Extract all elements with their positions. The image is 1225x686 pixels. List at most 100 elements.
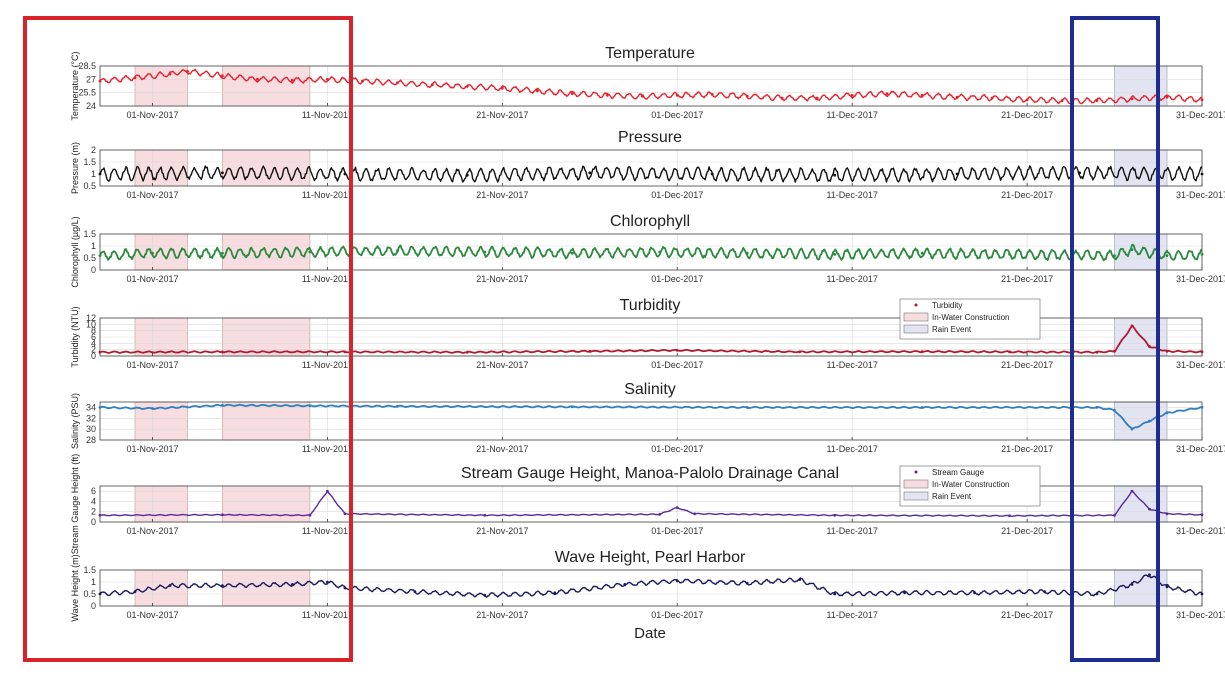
data-point	[1113, 513, 1116, 517]
data-point	[1130, 324, 1134, 328]
data-point	[221, 171, 224, 175]
x-tick-label: 21-Nov-2017	[476, 526, 528, 536]
x-tick-label: 11-Nov-2017	[302, 526, 353, 536]
data-point	[396, 249, 399, 253]
x-tick-label: 11-Dec-2017	[826, 526, 877, 536]
data-point	[98, 350, 102, 354]
y-axis-title: Chlorophyll (µg/L)	[70, 216, 80, 287]
construction-span	[134, 569, 188, 607]
data-point	[745, 251, 749, 255]
data-point	[798, 350, 802, 354]
legend-label: In-Water Construction	[932, 313, 1010, 322]
y-tick-label: 0	[91, 517, 96, 527]
x-tick-label: 21-Nov-2017	[476, 360, 528, 370]
data-point	[326, 489, 329, 493]
axes-box	[99, 401, 1203, 441]
data-series-line	[99, 243, 1203, 262]
data-point	[1130, 583, 1134, 586]
axes-box	[99, 149, 1203, 187]
y-tick-label: 1.5	[83, 229, 96, 239]
data-point	[465, 173, 469, 177]
data-point	[973, 591, 976, 595]
chart-panel-7: Wave Height, Pearl Harbor 0 0.5 1 1.5 01-Nov-…	[70, 549, 1225, 622]
data-point	[133, 590, 137, 593]
data-point	[798, 578, 802, 581]
axes-box	[99, 569, 1203, 607]
data-point	[151, 251, 154, 255]
data-point	[308, 250, 312, 254]
data-point	[396, 404, 399, 408]
data-point	[1130, 427, 1134, 431]
x-tick-label: 21-Nov-2017	[476, 610, 528, 620]
data-point	[588, 349, 592, 353]
data-point	[1165, 349, 1169, 353]
chart-panel-3: Chlorophyll 0 0.5 1 1.5 01-Nov-2017 11-Nov-201…	[70, 213, 1225, 288]
chart-panel-6: Stream Gauge Height, Manoa-Palolo Draina…	[70, 454, 1225, 555]
data-point	[430, 83, 434, 87]
chart-title: Stream Gauge Height, Manoa-Palolo Draina…	[461, 465, 839, 482]
data-point	[308, 404, 312, 408]
y-tick-label: 24	[86, 101, 96, 111]
legend-label: In-Water Construction	[932, 480, 1010, 489]
y-tick-label: 30	[86, 424, 96, 434]
highlight-box-left	[23, 16, 353, 662]
data-point	[343, 586, 347, 590]
y-tick-label: 0.5	[83, 181, 96, 191]
data-point	[308, 513, 312, 517]
data-point	[1165, 585, 1169, 589]
data-point	[221, 584, 224, 587]
data-point	[1148, 507, 1151, 511]
y-tick-label: 0.5	[83, 253, 96, 263]
x-tick-label: 11-Dec-2017	[826, 274, 877, 284]
data-point	[221, 251, 224, 255]
data-point	[535, 89, 539, 93]
y-axis-title: Pressure (m)	[70, 142, 80, 194]
legend-swatch	[903, 491, 929, 501]
data-point	[1165, 411, 1169, 415]
x-tick-label: 11-Dec-2017	[826, 110, 877, 120]
x-tick-label: 31-Dec-2017	[1176, 610, 1225, 620]
data-point	[483, 250, 487, 254]
data-point	[256, 77, 259, 81]
x-tick-label: 01-Nov-2017	[126, 274, 178, 284]
data-point	[98, 592, 102, 596]
data-point	[1130, 97, 1134, 101]
data-series-line	[99, 68, 1203, 105]
x-tick-label: 21-Nov-2017	[476, 444, 528, 454]
x-tick-label: 31-Dec-2017	[1176, 110, 1225, 120]
data-point	[745, 406, 749, 409]
y-axis-title: Stream Gauge Height (ft)	[70, 454, 80, 555]
data-point	[1008, 514, 1011, 518]
data-point	[291, 78, 294, 82]
data-point	[833, 253, 837, 256]
data-point	[955, 95, 959, 99]
construction-span	[222, 65, 311, 107]
x-tick-label: 11-Nov-2017	[302, 110, 353, 120]
data-point	[1200, 592, 1204, 596]
x-tick-label: 11-Dec-2017	[826, 360, 877, 370]
y-tick-label: 0	[91, 601, 96, 611]
data-point	[1165, 254, 1169, 257]
axes-box	[99, 485, 1203, 523]
data-point	[1078, 171, 1081, 175]
y-tick-label: 27	[86, 74, 96, 84]
data-point	[361, 79, 364, 83]
y-tick-label: 1	[91, 169, 96, 179]
axes-box	[99, 317, 1203, 357]
legend-swatch	[903, 312, 929, 322]
x-tick-label: 01-Nov-2017	[126, 110, 178, 120]
data-series-line	[100, 490, 1203, 517]
x-tick-label: 21-Nov-2017	[476, 190, 528, 200]
y-tick-label: 34	[86, 402, 96, 412]
x-tick-label: 11-Dec-2017	[826, 444, 877, 454]
data-point	[1060, 99, 1064, 103]
data-point	[710, 93, 714, 96]
data-point	[133, 76, 137, 79]
data-point	[483, 593, 487, 597]
data-point	[221, 350, 224, 354]
x-axis-title: Date	[634, 625, 666, 642]
y-axis-title: Wave Height (m)	[70, 554, 80, 621]
data-point	[903, 591, 906, 595]
